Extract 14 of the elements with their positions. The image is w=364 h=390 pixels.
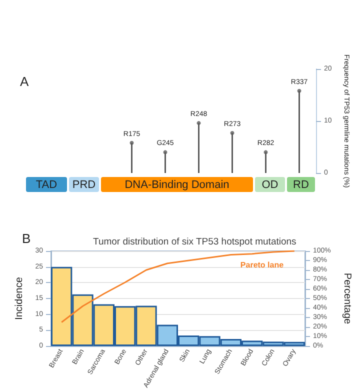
protein-domain-diagram: TAD PRD DNA-Binding Domain OD RD bbox=[25, 176, 316, 193]
line-series bbox=[60, 250, 296, 323]
point bbox=[297, 88, 302, 93]
y-axis-title: Incidence bbox=[14, 276, 25, 320]
text: A bbox=[20, 74, 29, 89]
chart-title: Tumor distribution of six TP53 hotspot mutations bbox=[93, 236, 297, 248]
y2-axis-title: Percentage bbox=[341, 272, 352, 325]
point bbox=[196, 121, 201, 126]
series-label: Pareto lane bbox=[240, 260, 284, 270]
point bbox=[264, 150, 268, 154]
point bbox=[230, 130, 234, 135]
point bbox=[130, 140, 134, 145]
point bbox=[163, 150, 168, 154]
text: B bbox=[22, 231, 31, 246]
